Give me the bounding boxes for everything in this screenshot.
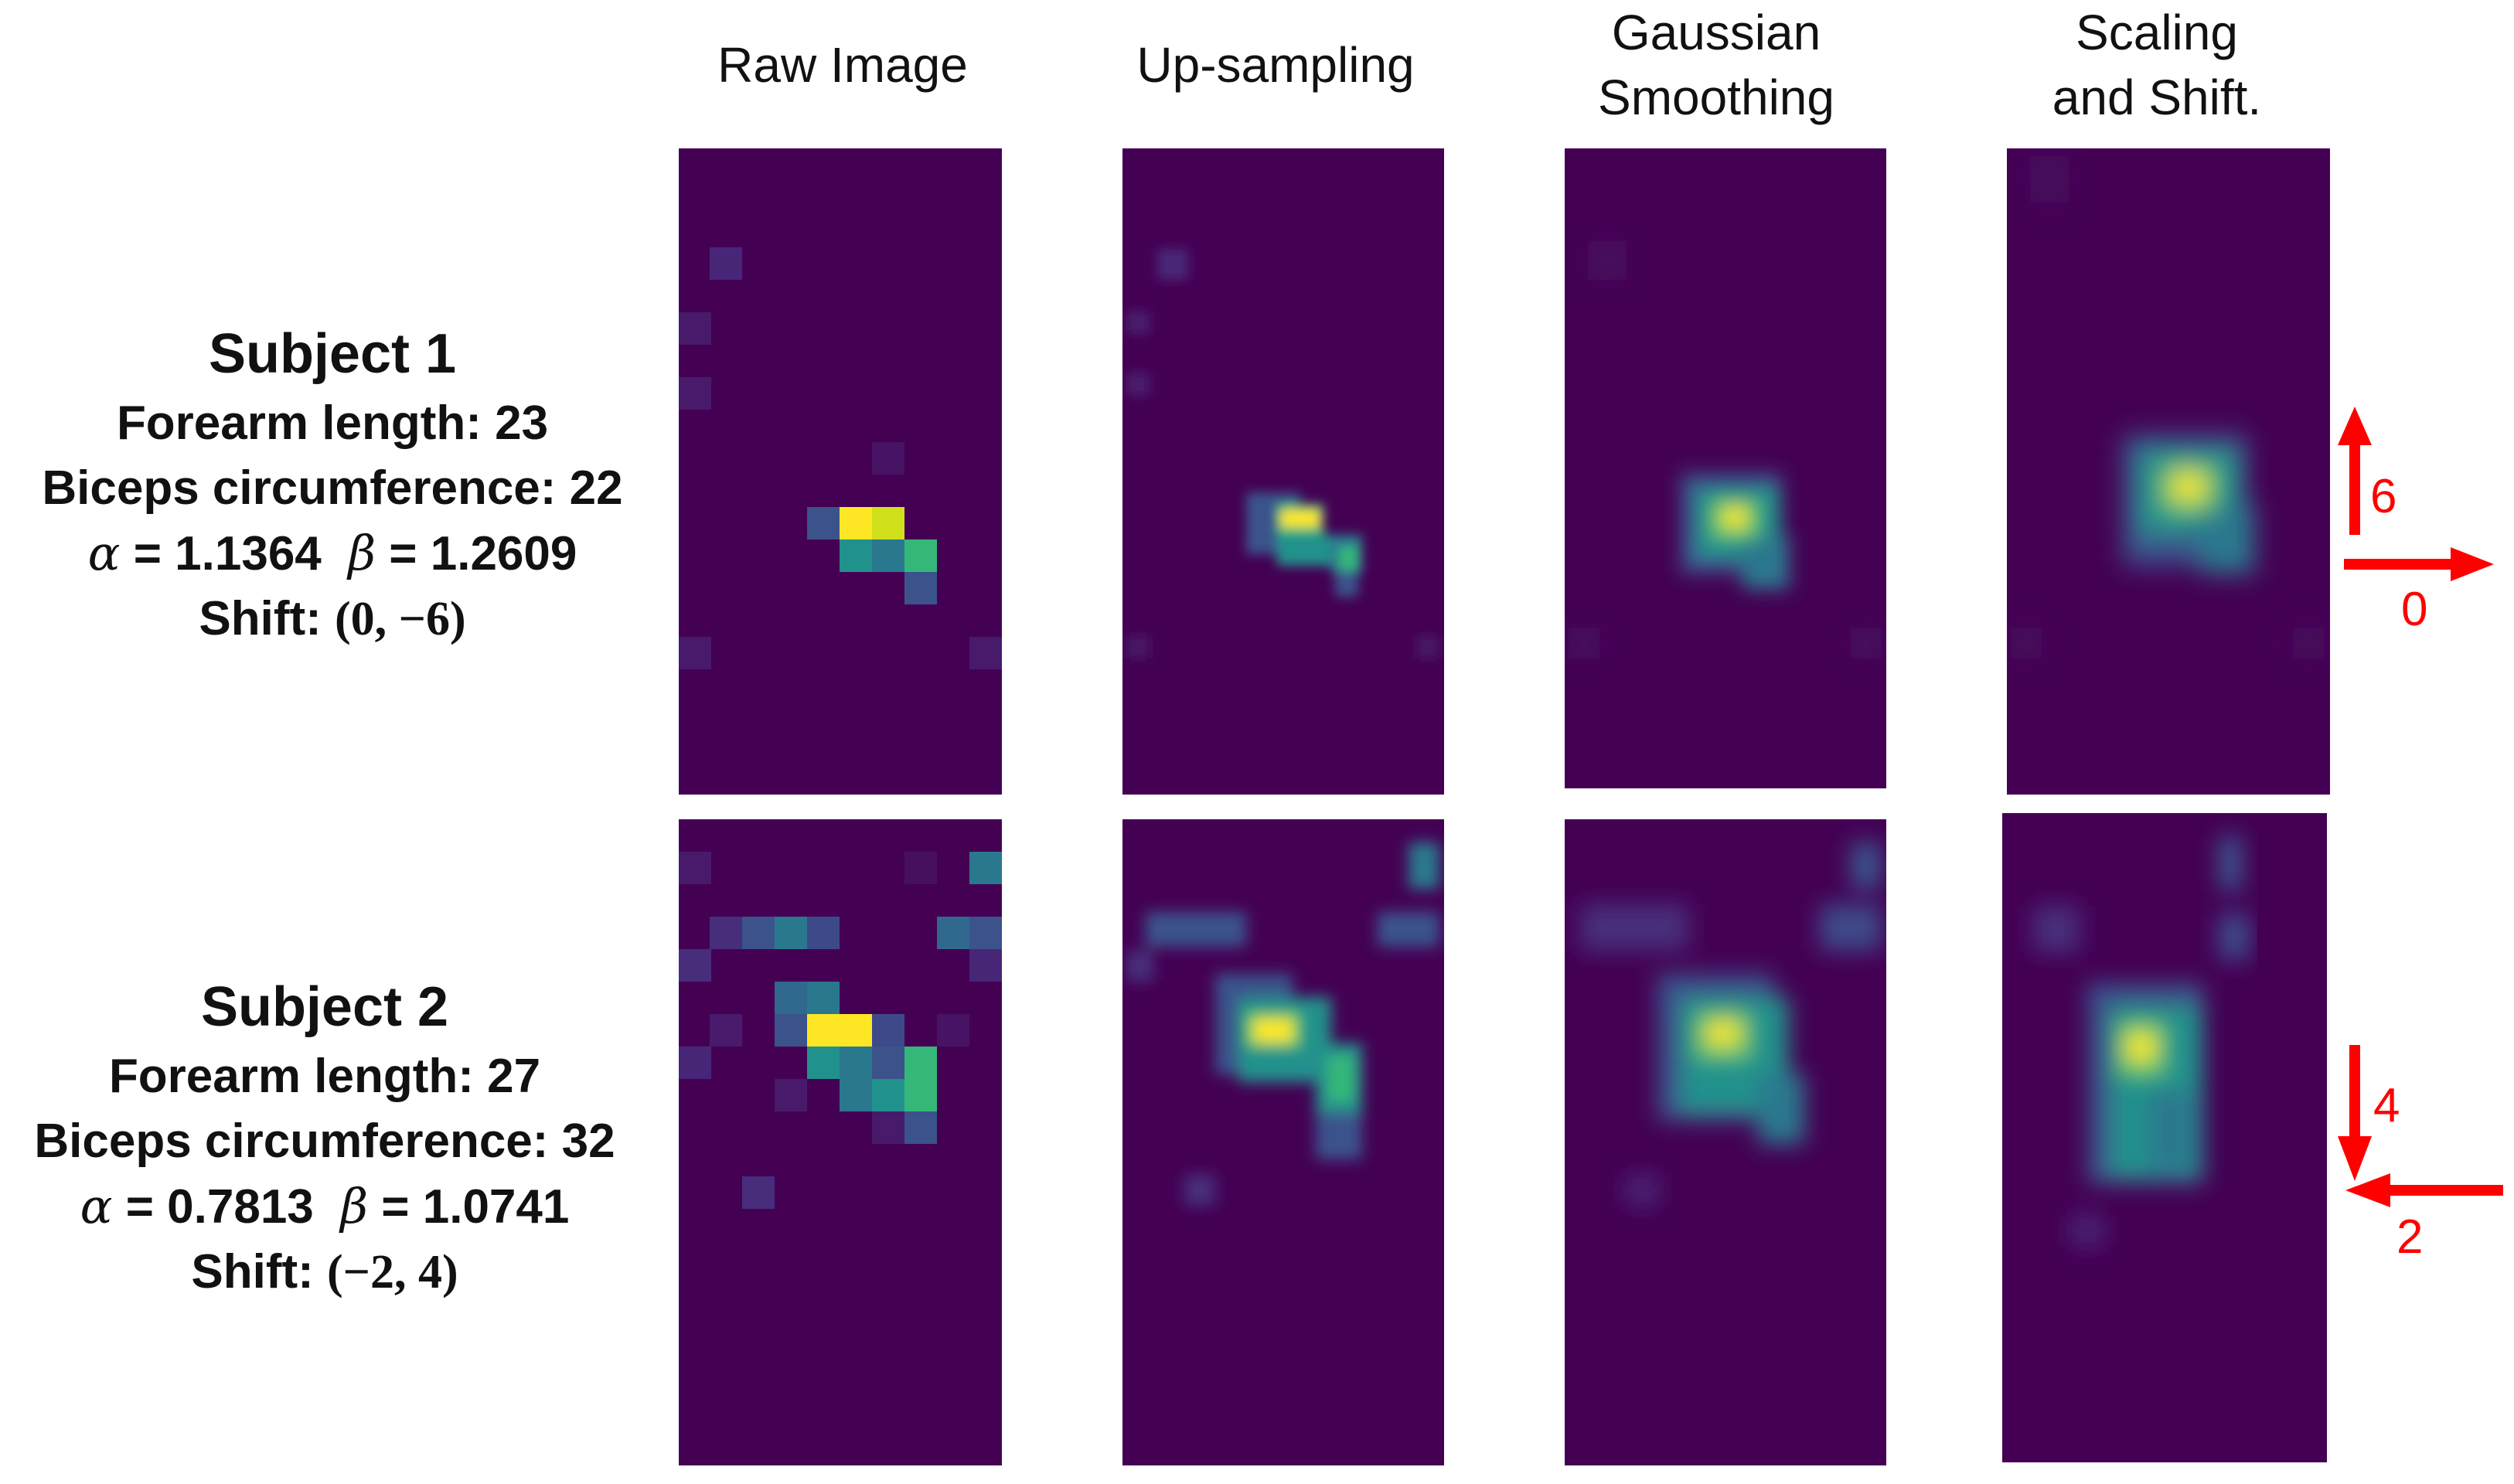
subject-2-info: Subject 2 Forearm length: 27 Biceps circ… bbox=[0, 970, 657, 1305]
beta-symbol: β bbox=[340, 1178, 369, 1234]
shift-value: (−2, 4) bbox=[327, 1246, 458, 1298]
alpha-symbol: α bbox=[80, 1178, 113, 1234]
subject-1-scaling-shift-heatmap bbox=[2007, 148, 2330, 795]
alpha-value: = 0.7813 bbox=[112, 1180, 314, 1234]
beta-value: = 1.0741 bbox=[368, 1180, 570, 1234]
subject-2-gaussian-smoothing-heatmap bbox=[1565, 819, 1886, 1465]
alpha-beta-values: α = 0.7813 β = 1.0741 bbox=[0, 1174, 657, 1240]
subject-1-horizontal-shift-label: 0 bbox=[2401, 583, 2428, 636]
shift: Shift: (−2, 4) bbox=[0, 1240, 657, 1305]
subject-2-up-sampling-heatmap bbox=[1122, 819, 1444, 1465]
alpha-symbol: α bbox=[87, 525, 121, 581]
subject-1-raw-image-heatmap bbox=[679, 148, 1002, 795]
subject-2-scaling-shift-heatmap bbox=[2002, 813, 2327, 1462]
subject-2-raw-image-heatmap bbox=[679, 819, 1002, 1465]
subject-2-horizontal-shift-label: 2 bbox=[2396, 1210, 2424, 1264]
biceps-circumference: Biceps circumference: 22 bbox=[42, 461, 623, 515]
subject-1-gaussian-smoothing-heatmap bbox=[1565, 148, 1886, 788]
column-title-gaussian-smoothing: Gaussian Smoothing bbox=[1598, 5, 1834, 125]
subject-1-vertical-shift-label: 6 bbox=[2370, 470, 2397, 523]
subject-title: Subject 1 bbox=[208, 323, 457, 385]
shift-value: (0, −6) bbox=[335, 593, 466, 645]
column-title-scaling-shift: Scaling and Shift. bbox=[2052, 5, 2262, 125]
shift-label: Shift: bbox=[199, 592, 335, 645]
subject-title: Subject 2 bbox=[200, 976, 449, 1038]
subject-2-left-arrow-icon bbox=[2342, 1167, 2505, 1213]
shift-label: Shift: bbox=[191, 1245, 327, 1298]
subject-2-vertical-shift-label: 4 bbox=[2373, 1079, 2400, 1132]
forearm-length: Forearm length: 27 bbox=[108, 1050, 541, 1103]
forearm-length: Forearm length: 23 bbox=[116, 397, 549, 450]
alpha-value: = 1.1364 bbox=[120, 527, 322, 580]
subject-1-right-arrow-icon bbox=[2342, 541, 2497, 587]
subject-1-up-arrow-icon bbox=[2332, 405, 2378, 536]
column-title-up-sampling: Up-sampling bbox=[1136, 37, 1415, 93]
subject-1-info: Subject 1 Forearm length: 23 Biceps circ… bbox=[0, 317, 665, 652]
beta-symbol: β bbox=[348, 525, 376, 581]
subject-2-down-arrow-icon bbox=[2332, 1043, 2378, 1183]
shift: Shift: (0, −6) bbox=[0, 587, 665, 652]
alpha-beta-values: α = 1.1364 β = 1.2609 bbox=[0, 521, 665, 587]
subject-1-up-sampling-heatmap bbox=[1122, 148, 1444, 795]
biceps-circumference: Biceps circumference: 32 bbox=[34, 1115, 615, 1168]
beta-value: = 1.2609 bbox=[376, 527, 577, 580]
column-title-raw-image: Raw Image bbox=[717, 37, 968, 93]
